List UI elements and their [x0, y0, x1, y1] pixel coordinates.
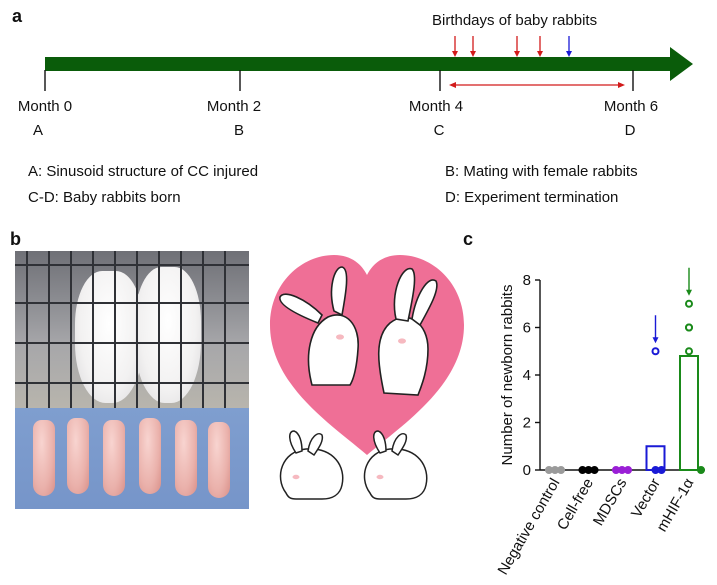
newborn-pup: [139, 418, 161, 494]
adult-rabbit-left: [75, 271, 143, 403]
letter-c: C: [433, 122, 445, 139]
timeline-arrow: [45, 47, 693, 81]
rabbit-photo: [15, 251, 249, 509]
birthday-arrow-red-3: [514, 36, 520, 57]
range-arrow: [449, 82, 625, 88]
legend-a: A: Sinusoid structure of CC injured: [28, 163, 259, 180]
y-tick-label: 2: [523, 415, 531, 432]
data-point: [685, 323, 693, 332]
data-point: [624, 466, 632, 474]
legend-d: D: Experiment termination: [445, 189, 619, 206]
month-6-label: Month 6: [603, 98, 659, 115]
cartoon-baby-rabbit-right: [363, 430, 428, 500]
timeline-graphic: [44, 36, 693, 91]
panel-c-label: c: [463, 229, 474, 249]
cartoon-rabbit-left: [279, 266, 359, 386]
month-0-label: Month 0: [17, 98, 73, 115]
data-point: [557, 466, 565, 474]
newborn-pup: [67, 418, 89, 494]
highlight-arrowhead: [686, 289, 692, 296]
x-tick-label: Negative control: [495, 476, 564, 578]
y-tick-label: 8: [523, 272, 531, 289]
rabbit-illustration: [270, 255, 464, 500]
data-point: [685, 299, 693, 308]
month-4-label: Month 4: [408, 98, 464, 115]
birthday-arrow-red-1: [452, 36, 458, 57]
y-tick-label: 6: [523, 320, 531, 337]
x-tick-label: Vector: [628, 476, 664, 521]
birthday-label: Birthdays of baby rabbits: [432, 12, 598, 29]
legend-b: B: Mating with female rabbits: [445, 163, 638, 180]
data-point: [697, 466, 705, 474]
cage-bars: [15, 251, 249, 408]
highlight-arrowhead: [652, 337, 659, 344]
letter-d: D: [624, 122, 636, 139]
panel-b-label: b: [10, 229, 21, 249]
newborn-pup: [33, 420, 55, 496]
birthday-arrow-blue: [566, 36, 572, 57]
letter-b: B: [233, 122, 244, 139]
bar-4: [679, 355, 699, 471]
adult-rabbit-right: [135, 267, 201, 403]
newborn-pup: [208, 422, 230, 498]
cartoon-rabbit-right: [377, 268, 438, 396]
newborn-pup: [175, 420, 197, 496]
data-point: [590, 466, 599, 474]
month-2-label: Month 2: [206, 98, 262, 115]
cartoon-baby-rabbit-left: [279, 430, 344, 500]
birthday-arrow-red-4: [537, 36, 543, 57]
data-point: [657, 466, 666, 474]
legend-cd: C-D: Baby rabbits born: [28, 189, 181, 206]
y-tick-label: 0: [523, 462, 531, 479]
birthday-arrow-red-2: [470, 36, 476, 57]
data-point: [651, 347, 660, 356]
y-tick-label: 4: [523, 367, 531, 384]
y-axis-label: Number of newborn rabbits: [499, 285, 516, 466]
letter-a: A: [32, 122, 43, 139]
panel-a-label: a: [12, 6, 23, 26]
data-point: [685, 347, 693, 356]
cage-photo: [15, 251, 249, 408]
newborn-pup: [103, 420, 125, 496]
newborn-photo: [15, 408, 249, 509]
